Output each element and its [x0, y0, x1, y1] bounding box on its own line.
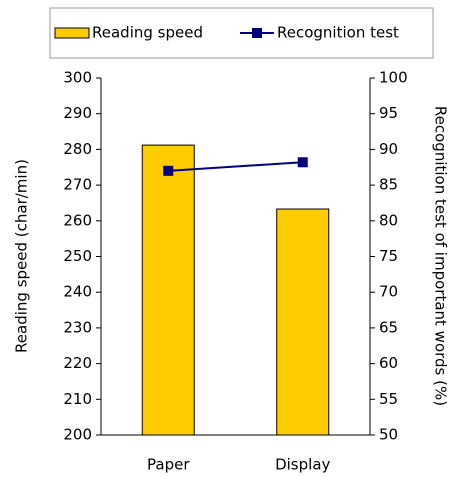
- bar: [141, 144, 195, 436]
- y2-tick-label: 95: [379, 104, 398, 122]
- x-tick-label: Paper: [147, 456, 190, 474]
- y2-tick-label: 75: [379, 247, 398, 265]
- y2-tick-label: 70: [379, 283, 398, 301]
- y-tick-label: 250: [63, 247, 92, 265]
- legend-label: Recognition test: [277, 24, 399, 42]
- legend-marker: [252, 28, 262, 38]
- y-tick-label: 210: [63, 390, 92, 408]
- y-tick-label: 260: [63, 211, 92, 229]
- y2-tick-label: 60: [379, 354, 398, 372]
- legend-swatch: [54, 27, 90, 39]
- y-tick-label: 240: [63, 283, 92, 301]
- y-tick-label: 290: [63, 104, 92, 122]
- marker: [297, 157, 308, 168]
- y2-tick-label: 65: [379, 318, 398, 336]
- y2-tick-label: 50: [379, 426, 398, 444]
- y-tick-label: 270: [63, 176, 92, 194]
- bar: [276, 208, 330, 436]
- y2-tick-label: 100: [379, 69, 408, 87]
- y-tick-label: 230: [63, 318, 92, 336]
- x-tick-label: Display: [275, 456, 330, 474]
- y2-tick-label: 85: [379, 176, 398, 194]
- y2-tick-label: 55: [379, 390, 398, 408]
- y-tick-label: 280: [63, 140, 92, 158]
- y2-axis-label: Recognition test of important words (%): [432, 106, 450, 406]
- y-axis-label: Reading speed (char/min): [13, 159, 31, 353]
- line: [168, 161, 303, 172]
- y-tick-label: 220: [63, 354, 92, 372]
- marker: [163, 165, 174, 176]
- legend-label: Reading speed: [92, 24, 203, 42]
- y2-tick-label: 80: [379, 211, 398, 229]
- y-tick-label: 200: [63, 426, 92, 444]
- y-tick-label: 300: [63, 69, 92, 87]
- y2-tick-label: 90: [379, 140, 398, 158]
